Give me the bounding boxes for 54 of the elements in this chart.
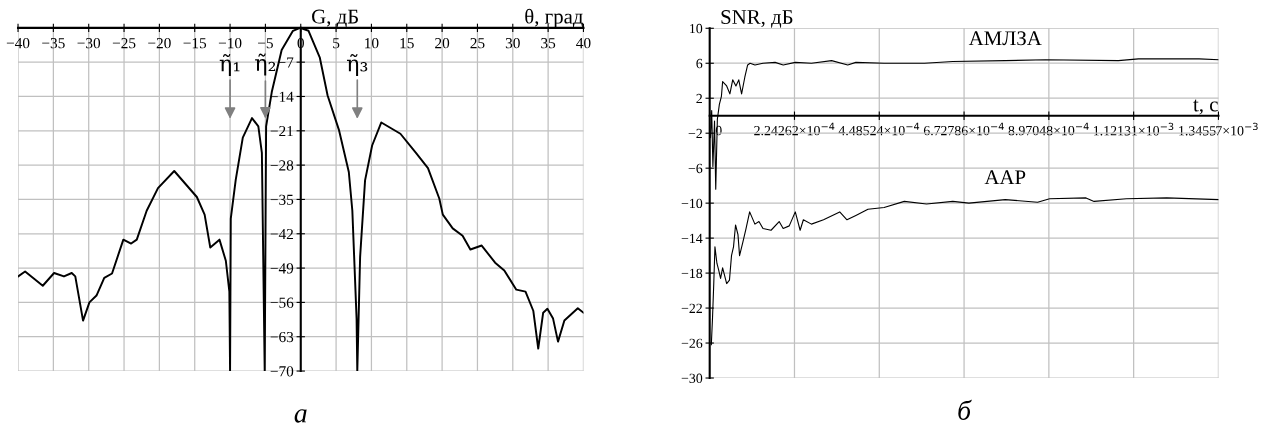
x-tick-label: −5 — [258, 38, 273, 49]
y-tick-label: −21 — [270, 125, 293, 137]
x-tick-label: 1.34557×10$^{−3}$ — [1179, 122, 1258, 136]
y-tick-label: −6 — [688, 163, 703, 174]
x-tick-label: −25 — [112, 38, 136, 49]
series-label: АМЛЗА — [968, 31, 1042, 46]
text: б — [958, 399, 972, 420]
x-tick-label: 2.24262×10$^{−4}$ — [754, 122, 835, 136]
y-tick-label: −7 — [278, 57, 294, 68]
y-tick-label: 6 — [696, 58, 703, 69]
x-tick-label: 10 — [365, 38, 379, 49]
y-tick-label: −70 — [270, 366, 294, 377]
x-tick-label: 1.12131×10$^{−3}$ — [1093, 122, 1174, 136]
x-tick-label: 35 — [541, 38, 556, 49]
x-tick-label: −10 — [218, 38, 242, 49]
x-tick-label: 0 — [715, 125, 722, 136]
y-tick-label: −14 — [681, 233, 703, 243]
x-axis-title: t, с — [1193, 99, 1218, 115]
y-tick-label: −28 — [270, 160, 294, 171]
x-tick-label: 40 — [576, 38, 591, 49]
x-axis-title: θ, град — [525, 8, 583, 28]
y-tick-label: −10 — [681, 198, 703, 209]
y-axis-title: G, дБ — [312, 9, 358, 28]
x-tick-label: −15 — [183, 38, 207, 49]
x-tick-label: −35 — [42, 38, 65, 49]
y-tick-label: −56 — [270, 297, 294, 308]
x-tick-label: −30 — [77, 38, 101, 49]
x-tick-label: 25 — [470, 38, 485, 49]
y-tick-label: 2 — [696, 93, 702, 104]
x-tick-label: 5 — [333, 38, 340, 49]
y-tick-label: −26 — [681, 338, 703, 348]
series-label: ААР — [984, 170, 1026, 185]
annotation: η̃₂ — [255, 53, 276, 76]
y-tick-label: −42 — [270, 228, 293, 240]
annotation: η̃₁ — [219, 54, 240, 76]
y-tick-label: −18 — [681, 268, 703, 279]
y-tick-label: −2 — [688, 128, 702, 139]
x-tick-label: 15 — [400, 38, 414, 49]
y-axis-title: SNR, дБ — [721, 10, 793, 28]
y-tick-label: −22 — [681, 303, 702, 313]
x-tick-label: 6.72786×10$^{−4}$ — [923, 122, 1004, 136]
text: а — [294, 409, 307, 423]
x-tick-label: −40 — [6, 38, 30, 49]
y-tick-label: −49 — [270, 263, 294, 274]
y-tick-label: −30 — [681, 373, 703, 383]
x-tick-label: 4.48524×10$^{−4}$ — [838, 122, 920, 136]
y-tick-label: −63 — [270, 331, 294, 343]
x-tick-label: 8.97048×10$^{−4}$ — [1008, 122, 1089, 136]
x-tick-label: 30 — [505, 38, 520, 49]
y-tick-label: −35 — [270, 194, 294, 205]
x-tick-label: −20 — [148, 38, 171, 49]
annotation: η̃₃ — [346, 54, 368, 76]
x-tick-label: 20 — [435, 38, 450, 49]
y-tick-label: 10 — [690, 23, 703, 34]
